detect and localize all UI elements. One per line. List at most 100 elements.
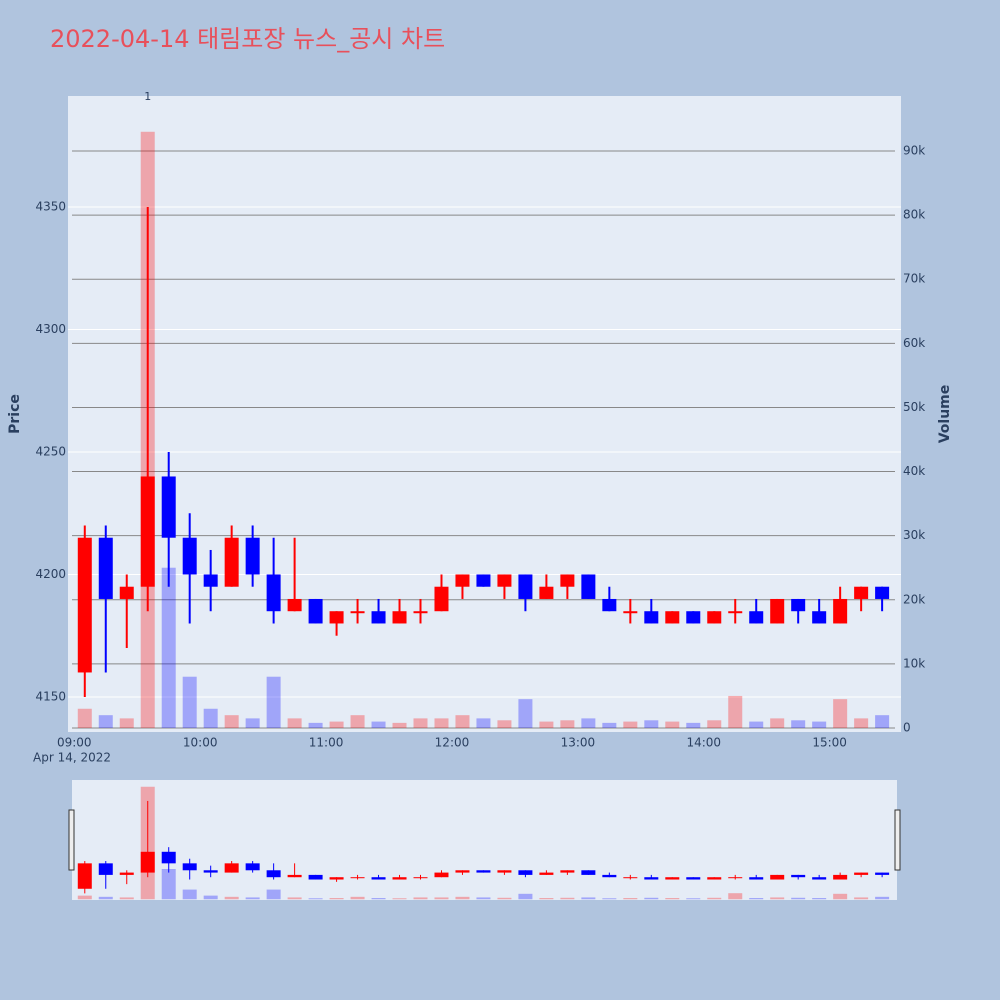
mini-body [245,863,260,871]
mini-volume [455,896,470,900]
mini-body [728,877,743,879]
candle-body [581,574,596,599]
y2-tick-label: 40k [903,464,925,478]
volume-bar [854,718,869,728]
candle-body [623,611,638,614]
candle-body [665,611,680,624]
mini-volume [224,896,239,900]
y2-tick-label: 50k [903,400,925,414]
candle-body [98,537,113,599]
mini-volume [791,897,806,900]
candle-body [350,611,365,614]
mini-volume [98,896,113,900]
volume-bar [203,708,218,728]
volume-bar [560,720,575,728]
mini-volume [497,897,512,900]
volume-bar [686,722,701,728]
mini-body [371,877,386,880]
candle-body [203,574,218,587]
volume-bar [350,715,365,728]
candle-body [560,574,575,587]
volume-bar [581,718,596,728]
mini-volume [770,897,785,900]
y-tick-label: 4250 [35,444,66,458]
x-tick-label: 10:00 [183,736,218,750]
volume-bar [644,720,659,728]
mini-body [308,874,323,880]
mini-volume [203,895,218,900]
mini-body [140,851,155,873]
mini-body [455,870,470,873]
mini-volume [602,898,617,900]
candle-body [266,574,281,612]
mini-volume [833,893,848,900]
volume-bar [434,718,449,728]
mini-volume [854,897,869,900]
mini-volume [182,889,197,900]
candle-body [707,611,722,624]
mini-volume [350,896,365,900]
volume-bar [518,699,533,728]
mini-body [539,872,554,875]
candle-body [791,598,806,612]
date-label: Apr 14, 2022 [33,751,111,765]
mini-volume [875,896,890,900]
y2-tick-label: 30k [903,528,925,542]
mini-body [623,877,638,879]
candle-body [770,598,785,624]
candle-body [875,586,890,599]
volume-bar [98,715,113,728]
candle-body [476,574,491,587]
mini-body [665,877,680,880]
y2-tick-label: 20k [903,592,925,606]
volume-bar [728,695,743,728]
y-tick-label: 4200 [35,567,66,581]
mini-body [224,863,239,873]
candle-body [392,611,407,624]
mini-volume [308,898,323,900]
volume-bar [371,721,386,728]
mini-body [119,872,134,875]
mini-body [497,870,512,873]
slider-handle[interactable] [894,809,901,871]
volume-bar [287,718,302,728]
candle-body [245,537,260,575]
mini-volume [644,897,659,900]
mini-volume [329,898,344,900]
volume-bar [224,715,239,728]
y2-tick-label: 60k [903,336,925,350]
volume-bar [308,722,323,728]
mini-volume [161,869,176,900]
candle-body [77,537,92,673]
candle-body [371,611,386,624]
mini-body [350,877,365,879]
candle-body [434,586,449,612]
volume-bar [119,718,134,728]
mini-volume [119,897,134,900]
mini-volume [707,897,722,900]
mini-volume [560,897,575,900]
mini-body [518,870,533,875]
mini-body [854,872,869,875]
range-slider[interactable] [72,780,897,900]
mini-body [392,877,407,880]
volume-bar [875,715,890,728]
volume-bar [497,720,512,728]
mini-volume [812,898,827,900]
y2-tick-label: 10k [903,656,925,670]
mini-body [203,870,218,873]
mini-volume [413,897,428,900]
candle-body [455,574,470,587]
mini-body [791,874,806,878]
candle-body [812,611,827,624]
x-tick-label: 12:00 [435,736,470,750]
mini-volume [287,897,302,900]
volume-bar [623,721,638,728]
mini-body [875,872,890,875]
mini-volume [686,898,701,900]
candle-body [119,586,134,599]
slider-handle[interactable] [68,809,75,871]
volume-bar [245,718,260,728]
mini-body [686,877,701,880]
